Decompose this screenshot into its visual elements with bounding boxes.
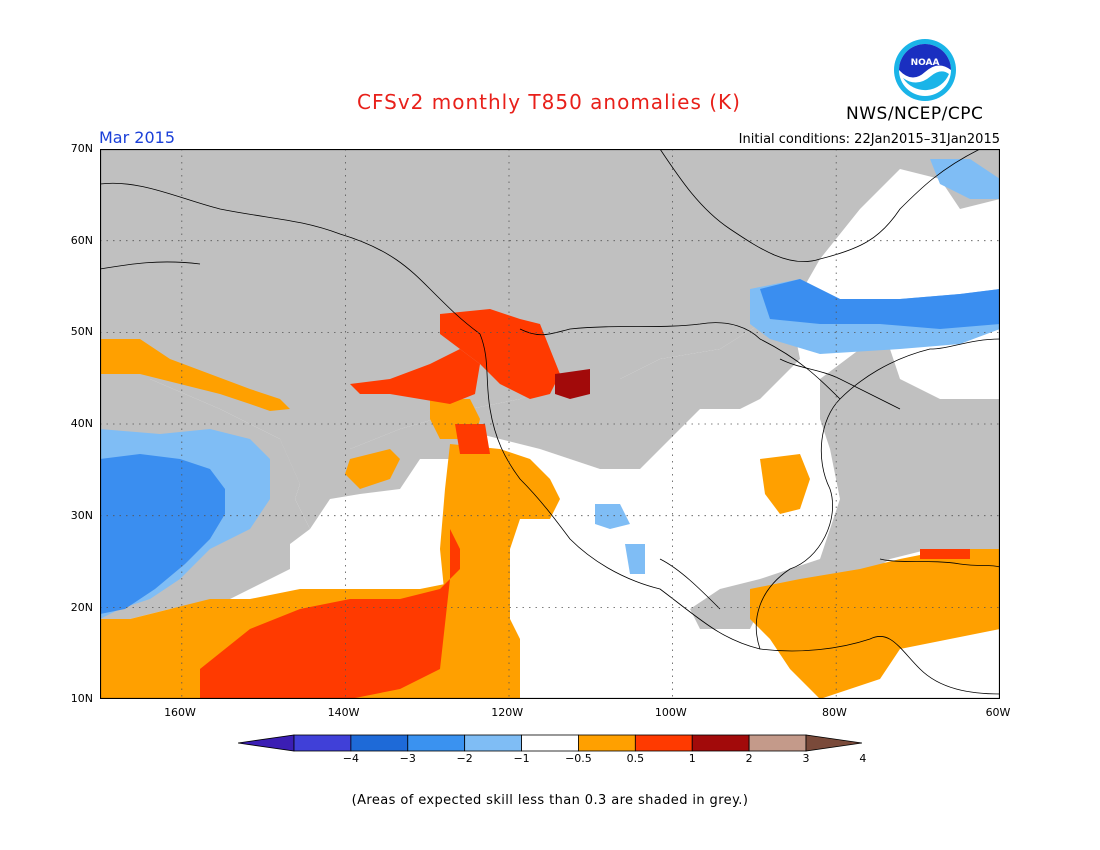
colorbar-tick-label: 1 <box>688 752 696 765</box>
colorbar-tick-label: 4 <box>859 752 867 765</box>
lat-label: 50N <box>70 325 93 339</box>
noaa-logo: NOAA <box>894 39 956 101</box>
anom-pos05-npacific <box>100 339 290 411</box>
coastline-segment <box>659 558 721 610</box>
initial-conditions: Initial conditions: 22Jan2015–31Jan2015 <box>738 132 1000 147</box>
grey-area-inland <box>280 309 800 529</box>
colorbar-tick-label: −2 <box>456 752 473 765</box>
anom-pos2-rockies <box>555 369 590 399</box>
lon-label: 80W <box>821 706 847 719</box>
colorbar-low-extend <box>238 734 295 752</box>
noaa-logo-text: NOAA <box>911 58 940 68</box>
lat-label: 30N <box>70 508 93 522</box>
anom-neg2-canada <box>760 279 1000 329</box>
lon-label: 120W <box>491 706 524 719</box>
lon-label: 160W <box>164 706 196 719</box>
colorbar-bin <box>464 734 522 752</box>
coastline-segment <box>479 333 761 650</box>
colorbar-tick-label: −1 <box>513 752 530 765</box>
coastline-segment <box>759 636 1000 695</box>
lat-label: 20N <box>70 600 93 614</box>
anom-neg1-labrador <box>930 159 1000 199</box>
lat-label: 60N <box>70 233 93 247</box>
coastline-segment <box>100 182 481 335</box>
colorbar-tick-label: −4 <box>342 752 359 765</box>
colorbar-tick-label: 3 <box>802 752 810 765</box>
lat-label: 40N <box>70 417 93 431</box>
coastline-segment <box>755 338 1000 650</box>
lon-label: 140W <box>327 706 360 719</box>
anom-pos05-baja <box>440 444 560 699</box>
anom-pos05-southeast <box>760 454 810 514</box>
anom-pos05-caribbean <box>750 549 1000 699</box>
anom-pos05-ne-pacific <box>345 449 400 489</box>
anomaly-shading <box>100 159 1000 699</box>
anom-pos1-california <box>455 424 490 454</box>
colorbar-bin <box>407 734 466 752</box>
coastline-segment <box>100 261 201 270</box>
lat-label: 70N <box>70 142 93 155</box>
agency-label: NWS/NCEP/CPC <box>846 104 984 124</box>
colorbar-bin <box>578 734 636 752</box>
colorbar-tick-label: −0.5 <box>565 752 592 765</box>
coastline-segment <box>659 149 981 263</box>
anom-neg1-mexico <box>595 504 630 529</box>
colorbar-bin <box>691 734 750 752</box>
graticule <box>100 149 1000 699</box>
colorbar <box>238 734 862 752</box>
map-frame <box>100 149 1000 699</box>
anom-pos1-pacific-nw <box>350 349 480 404</box>
anom-neg1-mexico2 <box>625 544 645 574</box>
coastline-segment <box>779 358 901 410</box>
colorbar-bin <box>521 734 579 752</box>
colorbar-tick-label: −3 <box>399 752 416 765</box>
colorbar-high-extend <box>805 734 862 752</box>
coastline-segment <box>519 322 841 400</box>
colorbar-bin <box>748 734 807 752</box>
anom-neg2-pacific <box>100 454 225 614</box>
colorbar-tick-label: 2 <box>745 752 753 765</box>
colorbar-bin <box>350 734 409 752</box>
anom-pos1-pnw <box>440 309 560 399</box>
colorbar-bin <box>634 734 693 752</box>
lon-label: 60W <box>985 706 1011 719</box>
coastline-segment <box>879 558 1000 568</box>
footnote: (Areas of expected skill less than 0.3 a… <box>351 793 749 808</box>
anom-pos1-caribbean <box>920 549 970 559</box>
colorbar-tick-label: 0.5 <box>626 752 645 765</box>
grey-area-north <box>100 149 1000 484</box>
coastlines <box>100 149 1000 695</box>
anomaly-map <box>100 149 1000 699</box>
forecast-period: Mar 2015 <box>99 128 175 147</box>
grey-area-atlantic <box>690 349 1000 629</box>
colorbar-bin <box>293 734 352 752</box>
chart-title: CFSv2 monthly T850 anomalies (K) <box>357 90 741 114</box>
lat-label: 10N <box>70 692 93 706</box>
anom-pos1-tropics <box>200 529 460 699</box>
lon-label: 100W <box>654 706 687 719</box>
